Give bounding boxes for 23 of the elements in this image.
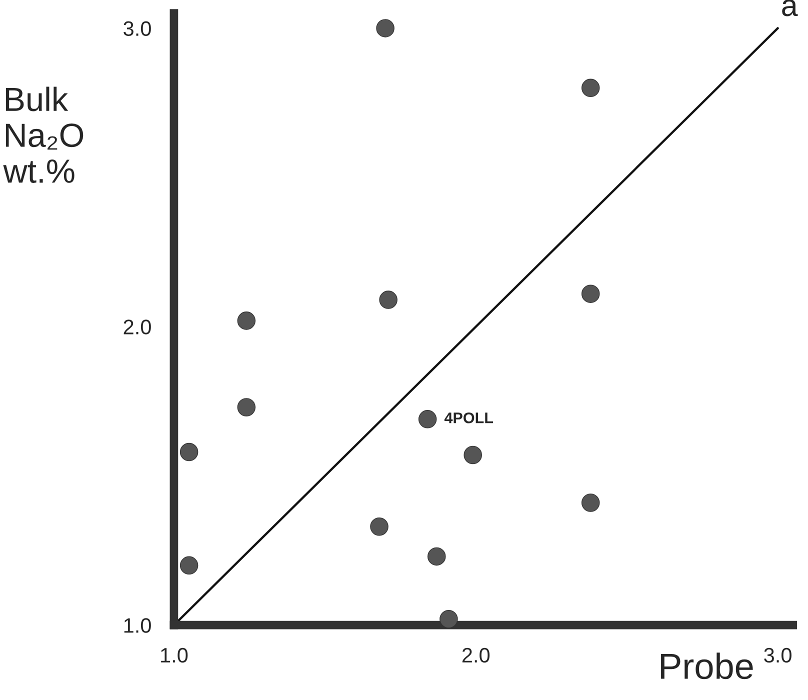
point bbox=[370, 517, 388, 536]
x-tick-label: 1.0 bbox=[161, 648, 188, 663]
y-tick-label: 2.0 bbox=[124, 320, 151, 334]
point bbox=[581, 284, 600, 303]
point bbox=[418, 410, 437, 428]
x-tick-label: 3.0 bbox=[764, 648, 792, 663]
y-tick-label: 3.0 bbox=[124, 21, 151, 36]
y-tick-label: 1.0 bbox=[124, 618, 151, 633]
point bbox=[180, 556, 198, 575]
annotation: 4POLL bbox=[444, 412, 494, 424]
point bbox=[440, 610, 458, 628]
x-axis-title: Probe bbox=[661, 652, 753, 680]
point bbox=[464, 446, 482, 464]
point bbox=[180, 442, 198, 462]
point bbox=[237, 312, 256, 330]
point bbox=[581, 494, 600, 512]
point bbox=[237, 398, 256, 416]
point bbox=[427, 547, 446, 566]
point bbox=[581, 78, 600, 98]
y-axis-title: Bulk Na₂O wt.% bbox=[3, 86, 84, 183]
x-tick-label: 2.0 bbox=[462, 648, 490, 663]
point bbox=[379, 290, 398, 309]
point bbox=[376, 19, 394, 38]
